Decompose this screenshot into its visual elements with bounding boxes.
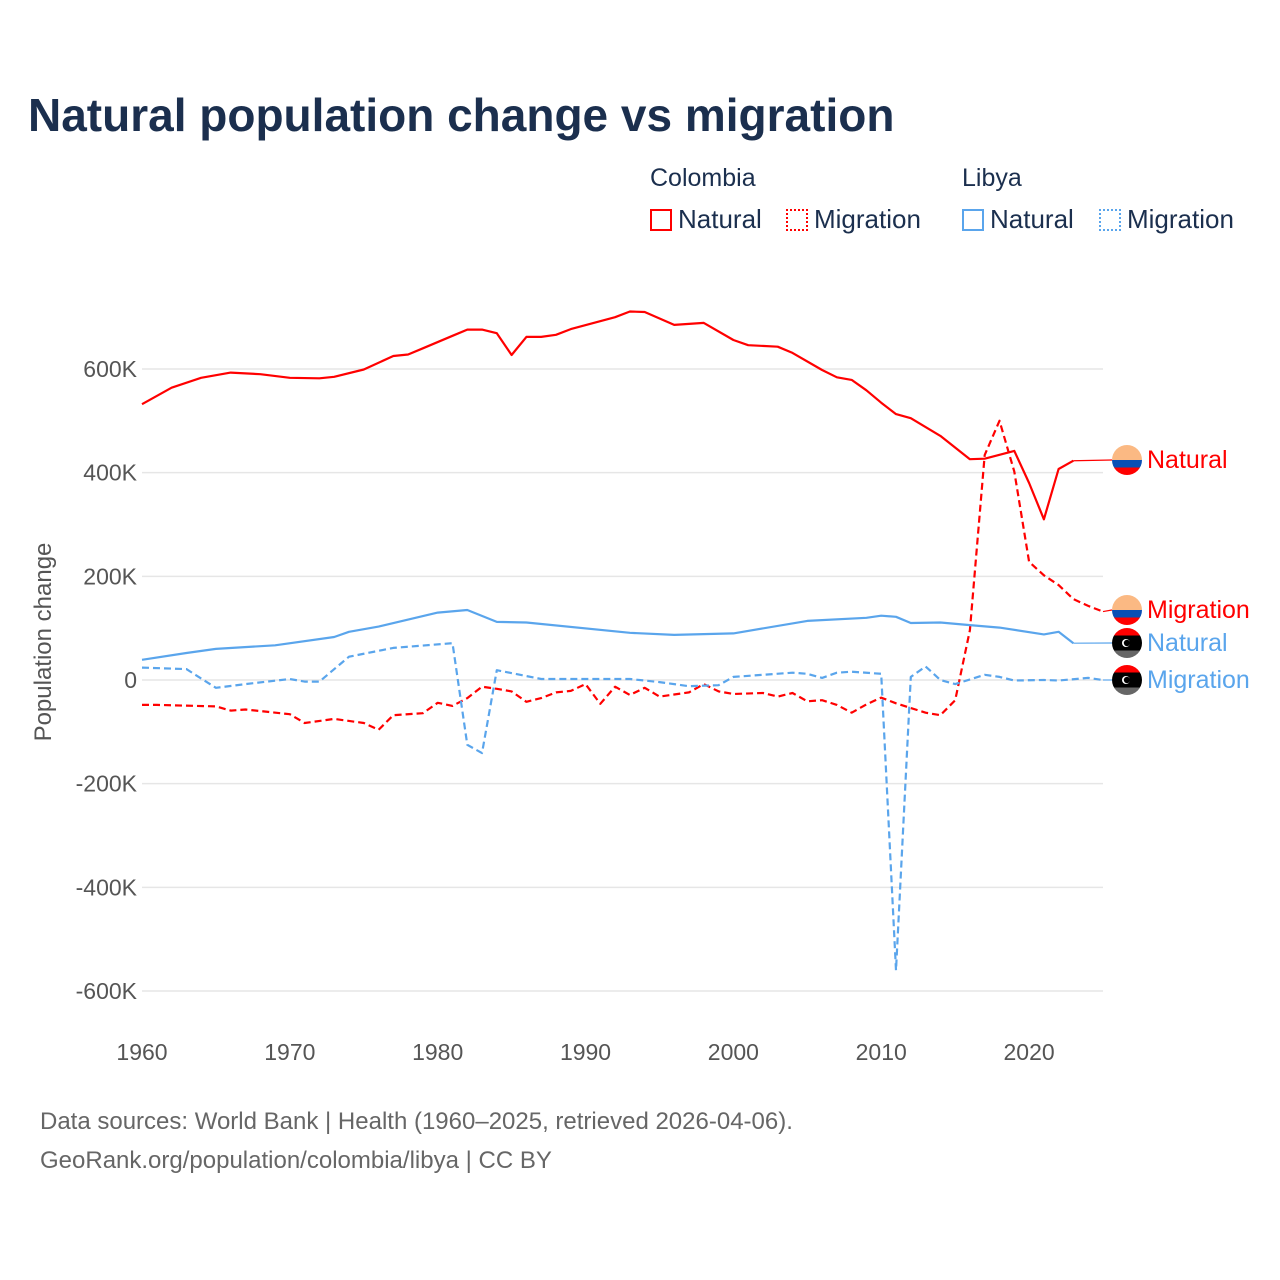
x-tick-label: 1990 xyxy=(560,1039,611,1065)
footer-source: Data sources: World Bank | Health (1960–… xyxy=(40,1108,793,1135)
y-tick-label: 200K xyxy=(83,563,137,589)
legend-label: Migration xyxy=(1127,204,1234,234)
x-tick-label: 2000 xyxy=(708,1039,759,1065)
y-tick-label: 0 xyxy=(124,667,137,693)
series-line-libya-migration xyxy=(141,642,1104,972)
end-label-colombia-migration: Migration xyxy=(1147,596,1250,624)
y-tick-label: -600K xyxy=(76,978,138,1004)
label-connector xyxy=(1102,609,1113,613)
end-label-colombia-natural: Natural xyxy=(1147,446,1228,474)
legend-item-libya-migration[interactable]: Migration xyxy=(1099,204,1234,235)
x-axis-ticks: 1960 1970 1980 1990 2000 2010 2020 xyxy=(116,1039,1054,1065)
y-axis-ticks: 600K 400K 200K 0 -200K -400K -600K xyxy=(76,356,138,1004)
legend-item-libya-natural[interactable]: Natural xyxy=(962,204,1074,235)
footer-link[interactable]: GeoRank.org/population/colombia/libya | … xyxy=(40,1147,552,1174)
legend-swatch-dotted-blue xyxy=(1099,208,1121,231)
y-tick-label: 400K xyxy=(83,460,137,486)
end-label-libya-natural: Natural xyxy=(1147,629,1228,657)
colombia-flag-icon xyxy=(1112,445,1142,475)
legend-item-colombia-migration[interactable]: Migration xyxy=(786,204,921,235)
legend-swatch-dotted-red xyxy=(786,208,808,231)
legend-header-libya: Libya xyxy=(962,164,1022,192)
legend-label: Natural xyxy=(990,204,1074,234)
series-lines xyxy=(141,310,1104,972)
end-labels: Natural Migration Natural Migration xyxy=(1073,445,1250,695)
series-line-libya-natural xyxy=(141,608,1075,661)
y-axis-title: Population change xyxy=(30,543,57,742)
colombia-flag-icon xyxy=(1112,595,1142,625)
x-tick-label: 2010 xyxy=(856,1039,907,1065)
legend-swatch-solid-red xyxy=(650,208,672,231)
libya-flag-icon xyxy=(1112,628,1142,658)
y-tick-label: -200K xyxy=(76,771,138,797)
x-tick-label: 1970 xyxy=(264,1039,315,1065)
y-tick-label: -400K xyxy=(76,874,138,900)
x-tick-label: 1960 xyxy=(116,1039,167,1065)
series-line-colombia-migration xyxy=(142,419,1104,731)
legend-header-colombia: Colombia xyxy=(650,164,756,192)
x-tick-label: 2020 xyxy=(1003,1039,1054,1065)
y-tick-label: 600K xyxy=(83,356,137,382)
end-label-libya-migration: Migration xyxy=(1147,666,1250,694)
legend-swatch-solid-blue xyxy=(962,208,984,231)
libya-flag-icon xyxy=(1112,665,1142,695)
legend-label: Migration xyxy=(814,204,921,234)
chart-title: Natural population change vs migration xyxy=(28,89,895,141)
legend-item-colombia-natural[interactable]: Natural xyxy=(650,204,762,235)
label-connector xyxy=(1073,459,1113,462)
series-line-colombia-natural xyxy=(141,310,1074,521)
x-tick-label: 1980 xyxy=(412,1039,463,1065)
legend-label: Natural xyxy=(678,204,762,234)
